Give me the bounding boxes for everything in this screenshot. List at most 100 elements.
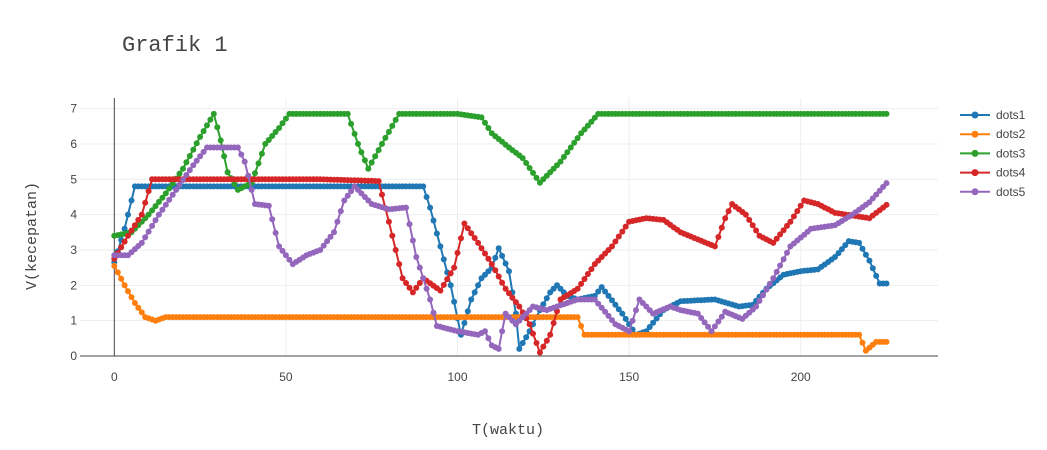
data-point (564, 149, 571, 156)
data-point (166, 185, 173, 192)
data-point (234, 144, 241, 151)
data-point (540, 301, 547, 308)
data-point (430, 309, 437, 316)
data-point (344, 110, 351, 117)
data-point (286, 256, 293, 263)
data-point (835, 250, 842, 257)
data-point (533, 174, 540, 181)
legend-label: dots2 (996, 127, 1026, 141)
data-point (578, 323, 585, 329)
legend-item-dots1[interactable]: dots1 (960, 108, 1026, 122)
data-point (471, 289, 478, 296)
data-point (602, 308, 609, 315)
data-point (173, 186, 180, 193)
data-point (595, 288, 602, 295)
data-point (317, 247, 324, 253)
legend-label: dots1 (996, 108, 1026, 122)
data-point (331, 229, 337, 236)
y-tick-label: 4 (70, 208, 77, 222)
data-point (440, 256, 447, 263)
data-point (197, 133, 204, 140)
data-point (327, 233, 334, 240)
legend-item-dots3[interactable]: dots3 (960, 146, 1026, 160)
data-point (588, 266, 595, 273)
data-point (502, 260, 509, 267)
data-point (348, 120, 355, 127)
legend-swatch-marker (971, 111, 979, 119)
data-point (574, 285, 581, 292)
data-point (131, 300, 138, 306)
data-point (337, 208, 344, 215)
legend-item-dots4[interactable]: dots4 (960, 166, 1026, 180)
series-dots1 (111, 183, 890, 353)
data-point (787, 218, 794, 225)
legend[interactable]: dots1 dots2 dots3 dots4 dots5 (960, 108, 1026, 199)
data-point (797, 202, 804, 209)
data-point (365, 165, 372, 172)
data-point (856, 239, 863, 246)
legend-item-dots5[interactable]: dots5 (960, 185, 1026, 199)
data-point (413, 284, 420, 291)
data-point (725, 208, 732, 215)
data-point (272, 229, 279, 236)
data-point (440, 281, 447, 288)
data-point (612, 238, 619, 245)
data-point (406, 284, 413, 291)
y-tick-label: 7 (70, 102, 77, 116)
data-point (200, 128, 207, 135)
data-point (605, 292, 612, 299)
data-point (207, 116, 214, 123)
data-point (512, 299, 519, 306)
data-point (615, 233, 622, 240)
data-point (859, 339, 866, 346)
data-point (533, 340, 540, 346)
data-point (385, 128, 392, 135)
data-point (142, 199, 149, 206)
data-point (715, 234, 722, 240)
data-point (571, 139, 578, 146)
data-point (379, 191, 385, 198)
data-point (241, 158, 248, 165)
series-line-dots3 (114, 111, 887, 237)
data-point (760, 292, 766, 299)
data-point (584, 122, 591, 129)
data-point (128, 197, 135, 204)
legend-item-dots2[interactable]: dots2 (960, 127, 1026, 141)
data-point (506, 268, 512, 275)
y-axis: 0 1 2 3 4 5 6 7 (70, 98, 115, 363)
data-point (358, 149, 365, 156)
data-point (437, 243, 444, 250)
data-point (530, 330, 536, 337)
y-tick-label: 3 (70, 243, 77, 257)
data-point (519, 155, 526, 162)
data-point (413, 254, 420, 260)
data-point (149, 207, 156, 214)
data-point (447, 270, 454, 277)
data-point (866, 257, 873, 264)
data-point (495, 273, 502, 280)
x-tick-label: 50 (279, 370, 293, 384)
data-point (883, 280, 890, 287)
data-point (406, 221, 413, 228)
data-point (876, 187, 883, 194)
data-point (591, 114, 598, 121)
data-point (482, 119, 488, 126)
data-point (722, 215, 729, 222)
y-tick-label: 5 (70, 172, 77, 186)
data-point (392, 247, 399, 253)
data-point (883, 110, 890, 117)
data-point (746, 216, 753, 223)
data-point (543, 295, 550, 302)
data-point (536, 349, 543, 356)
data-point (142, 234, 149, 241)
data-point (169, 191, 176, 198)
data-point (711, 323, 718, 330)
data-point (269, 133, 276, 139)
data-point (523, 160, 530, 166)
data-point (458, 235, 464, 242)
data-point (444, 276, 451, 283)
data-point (499, 252, 506, 259)
data-point (420, 183, 427, 190)
data-point (135, 304, 142, 311)
y-tick-label: 6 (70, 137, 77, 151)
